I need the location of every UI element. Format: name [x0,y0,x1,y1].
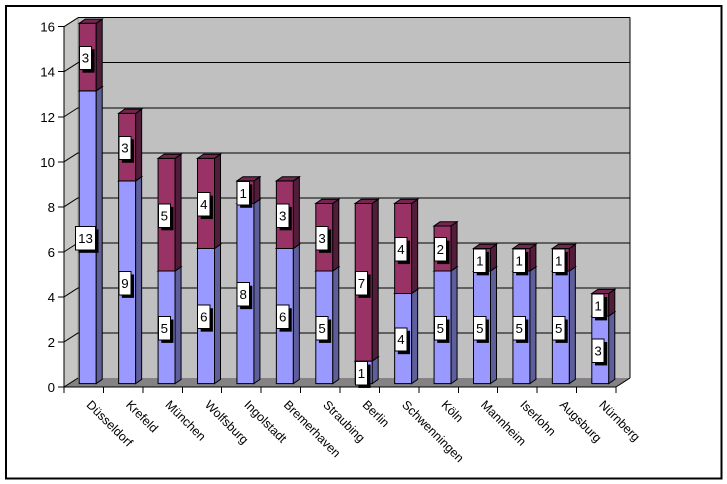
svg-text:0: 0 [48,380,55,395]
svg-text:5: 5 [437,321,444,336]
svg-text:6: 6 [48,245,55,260]
svg-text:1: 1 [358,366,365,381]
svg-text:1: 1 [594,298,601,313]
svg-text:1: 1 [476,253,483,268]
svg-text:1: 1 [240,186,247,201]
svg-text:6: 6 [279,310,286,325]
svg-text:5: 5 [476,321,483,336]
svg-text:8: 8 [240,287,247,302]
svg-text:3: 3 [82,51,89,66]
svg-text:4: 4 [397,242,404,257]
svg-text:4: 4 [200,197,207,212]
svg-text:1: 1 [555,253,562,268]
svg-text:5: 5 [555,321,562,336]
svg-text:3: 3 [318,231,325,246]
svg-text:2: 2 [437,242,444,257]
svg-text:10: 10 [40,155,55,170]
svg-text:9: 9 [121,276,128,291]
svg-text:8: 8 [48,200,55,215]
svg-text:2: 2 [48,335,55,350]
svg-text:12: 12 [40,110,55,125]
svg-text:5: 5 [161,208,168,223]
svg-text:6: 6 [200,310,207,325]
svg-text:5: 5 [516,321,523,336]
svg-text:14: 14 [40,65,55,80]
svg-text:13: 13 [78,231,93,246]
svg-text:5: 5 [161,321,168,336]
svg-text:4: 4 [48,290,55,305]
svg-text:4: 4 [397,332,404,347]
svg-text:1: 1 [516,253,523,268]
svg-text:3: 3 [121,141,128,156]
svg-text:3: 3 [279,208,286,223]
svg-text:16: 16 [40,20,55,35]
svg-text:3: 3 [594,343,601,358]
svg-text:5: 5 [318,321,325,336]
svg-text:7: 7 [358,276,365,291]
